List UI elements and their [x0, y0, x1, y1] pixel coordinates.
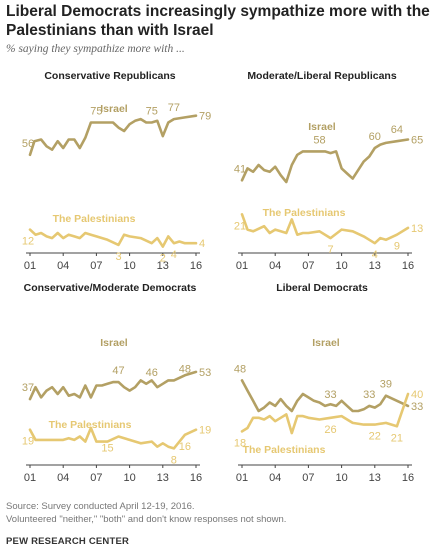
chart-subtitle: % saying they sympathize more with ... [6, 43, 185, 55]
x-tick-label: 07 [302, 472, 314, 484]
data-label: 40 [411, 389, 423, 401]
israel-series-line [28, 370, 198, 401]
data-label: 75 [146, 106, 158, 118]
palestinians-series-name: The Palestinians [243, 444, 326, 456]
palestinians-series-line [28, 228, 198, 248]
line-chart: 01 04 07 10 13 16 Israel The Palestinians 56 75 75… [22, 102, 211, 272]
x-tick-label: 13 [369, 472, 381, 484]
x-tick-label: 10 [123, 472, 135, 484]
data-label: 7 [327, 244, 333, 256]
panel-title: Liberal Democrats [276, 282, 368, 294]
data-label: 33 [363, 389, 375, 401]
x-tick-label: 10 [335, 472, 347, 484]
israel-series-name: Israel [100, 337, 128, 349]
data-label: 58 [313, 134, 325, 146]
source-note: Source: Survey conducted April 12-19, 20… [6, 501, 195, 512]
x-tick-label: 07 [90, 260, 102, 272]
data-label: 3 [115, 251, 121, 263]
data-label: 4 [199, 238, 205, 250]
palestinians-series-name: The Palestinians [53, 213, 136, 225]
line-chart: 01 04 07 10 13 16 Israel The Palestinians 41 58 60… [234, 121, 423, 272]
x-tick-label: 16 [190, 472, 202, 484]
data-label: 46 [146, 367, 158, 379]
data-label: 60 [369, 131, 381, 143]
data-label: 19 [22, 436, 34, 448]
x-tick-label: 10 [335, 260, 347, 272]
panel-moderate-liberal-republicans: Moderate/Liberal Republicans 01 04 07 10 13 1… [222, 70, 423, 280]
x-tick-label: 01 [236, 472, 248, 484]
data-label: 16 [179, 441, 191, 453]
israel-series-name: Israel [308, 121, 336, 133]
x-tick-label: 01 [24, 260, 36, 272]
data-label: 64 [391, 124, 403, 136]
data-label: 21 [234, 220, 246, 232]
x-tick-label: 04 [269, 472, 281, 484]
data-label: 37 [22, 382, 34, 394]
data-label: 13 [411, 223, 423, 235]
panel-title: Moderate/Liberal Republicans [247, 70, 397, 82]
x-tick-label: 04 [57, 260, 69, 272]
data-label: 26 [324, 424, 336, 436]
x-tick-label: 16 [190, 260, 202, 272]
israel-series-line [240, 138, 410, 184]
data-label: 41 [234, 163, 246, 175]
x-tick-label: 13 [157, 260, 169, 272]
israel-series-line [240, 379, 410, 413]
data-label: 48 [179, 363, 191, 375]
data-label: 33 [411, 401, 423, 413]
panel-title: Conservative/Moderate Democrats [23, 282, 197, 294]
data-label: 4 [372, 249, 378, 261]
x-tick-label: 16 [402, 472, 414, 484]
data-label: 53 [199, 367, 211, 379]
data-label: 56 [22, 138, 34, 150]
palestinians-series-line [28, 426, 198, 450]
data-label: 33 [324, 389, 336, 401]
panel-liberal-democrats: Liberal Democrats 01 04 07 10 13 16 Israel The … [222, 282, 423, 492]
chart-title: Liberal Democrats increasingly sympathiz… [6, 3, 430, 39]
x-tick-label: 01 [236, 260, 248, 272]
israel-series-line [28, 114, 198, 157]
panel-conservative-moderate-democrats: Conservative/Moderate Democrats 01 04 07 10… [10, 282, 211, 492]
data-label: 47 [112, 365, 124, 377]
data-label: 48 [234, 363, 246, 375]
line-chart: 01 04 07 10 13 16 Israel The Palestinians 48 33 33… [234, 337, 423, 484]
data-label: 9 [394, 241, 400, 253]
panel-title: Conservative Republicans [44, 70, 176, 82]
israel-series-name: Israel [100, 103, 128, 115]
x-tick-label: 04 [269, 260, 281, 272]
responses-note: Volunteered "neither," "both" and don't … [6, 514, 287, 525]
line-chart: 01 04 07 10 13 16 Israel The Palestinians 37 47 46… [22, 337, 211, 484]
data-label: 2 [160, 253, 166, 265]
data-label: 79 [199, 111, 211, 123]
data-label: 15 [101, 443, 113, 455]
data-label: 18 [234, 437, 246, 449]
brand-logo-text: PEW RESEARCH CENTER [6, 536, 130, 547]
data-label: 19 [199, 425, 211, 437]
palestinians-series-line [240, 392, 410, 435]
data-label: 65 [411, 135, 423, 147]
x-tick-label: 04 [57, 472, 69, 484]
x-tick-label: 07 [90, 472, 102, 484]
palestinians-series-name: The Palestinians [49, 419, 132, 431]
palestinians-series-line [240, 213, 410, 245]
data-label: 39 [380, 379, 392, 391]
x-tick-label: 07 [302, 260, 314, 272]
x-tick-label: 13 [369, 260, 381, 272]
data-label: 77 [168, 102, 180, 114]
palestinians-series-name: The Palestinians [263, 207, 346, 219]
data-label: 4 [171, 249, 177, 261]
data-label: 8 [171, 454, 177, 466]
x-tick-label: 13 [157, 472, 169, 484]
data-label: 21 [391, 432, 403, 444]
x-tick-label: 01 [24, 472, 36, 484]
x-tick-label: 10 [123, 260, 135, 272]
data-label: 12 [22, 236, 34, 248]
data-label: 22 [369, 431, 381, 443]
data-label: 75 [90, 106, 102, 118]
panel-conservative-republicans: Conservative Republicans 01 04 07 10 13 16 Isr… [10, 70, 211, 280]
israel-series-name: Israel [312, 337, 340, 349]
x-tick-label: 16 [402, 260, 414, 272]
